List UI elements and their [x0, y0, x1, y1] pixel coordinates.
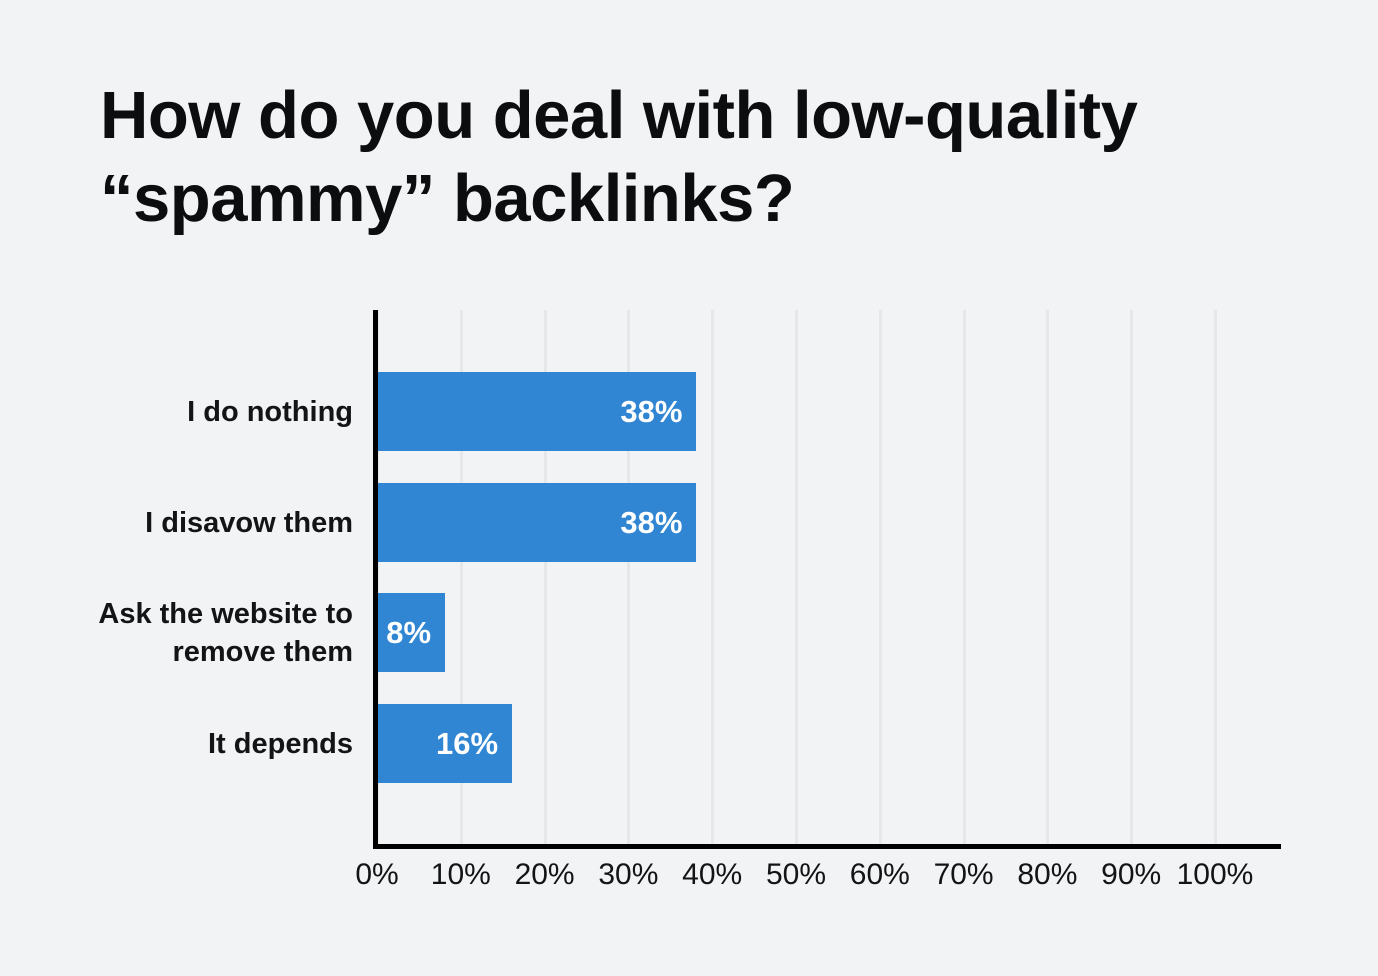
- category-label: Ask the website to remove them: [98, 597, 353, 668]
- y-axis-line: [373, 310, 378, 849]
- category-label: I disavow them: [145, 506, 353, 539]
- x-tick-label: 10%: [430, 858, 491, 891]
- gridline: [795, 310, 798, 848]
- x-tick-label: 0%: [355, 858, 399, 891]
- gridline: [962, 310, 966, 848]
- bar-row: 8%: [378, 593, 446, 672]
- bar-value-label: 16%: [436, 725, 499, 761]
- x-axis-line: [373, 844, 1281, 849]
- gridline: [1130, 310, 1134, 848]
- bar-row: 38%: [378, 483, 697, 562]
- chart-title: How do you deal with low-quality “spammy…: [100, 74, 1280, 240]
- x-tick-label: 40%: [682, 858, 743, 891]
- x-tick-label: 60%: [849, 858, 910, 891]
- bar: 38%: [378, 483, 697, 562]
- gridline: [459, 310, 463, 848]
- x-tick-label: 70%: [933, 858, 994, 891]
- bar-row: 16%: [378, 704, 513, 783]
- gridline: [627, 310, 631, 848]
- category-label: It depends: [207, 727, 353, 760]
- x-tick-label: 20%: [514, 858, 575, 891]
- gridline: [1214, 310, 1217, 848]
- bar-value-label: 8%: [386, 614, 432, 650]
- bar: 8%: [378, 593, 446, 672]
- x-tick-label: 100%: [1176, 858, 1254, 891]
- gridline: [1046, 310, 1050, 848]
- x-tick-label: 30%: [598, 858, 659, 891]
- gridline: [878, 310, 882, 848]
- bar: 38%: [378, 372, 697, 451]
- gridline: [711, 310, 715, 848]
- bar-row: 38%: [378, 372, 697, 451]
- x-tick-label: 80%: [1017, 858, 1078, 891]
- chart-title-line-2: “spammy” backlinks?: [100, 161, 795, 236]
- x-tick-label: 90%: [1101, 858, 1162, 891]
- bar: 16%: [378, 704, 513, 783]
- bar-value-label: 38%: [620, 504, 683, 540]
- chart-title-line-1: How do you deal with low-quality: [100, 78, 1138, 153]
- bar-value-label: 38%: [620, 393, 683, 429]
- x-tick-label: 50%: [765, 858, 827, 891]
- gridline: [543, 310, 547, 848]
- category-label: I do nothing: [187, 395, 353, 428]
